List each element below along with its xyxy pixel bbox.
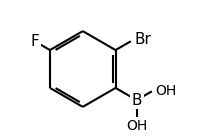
Text: F: F <box>30 34 39 49</box>
Text: OH: OH <box>126 119 147 132</box>
Text: Br: Br <box>134 32 151 47</box>
Text: OH: OH <box>155 84 176 98</box>
Text: B: B <box>131 93 142 108</box>
